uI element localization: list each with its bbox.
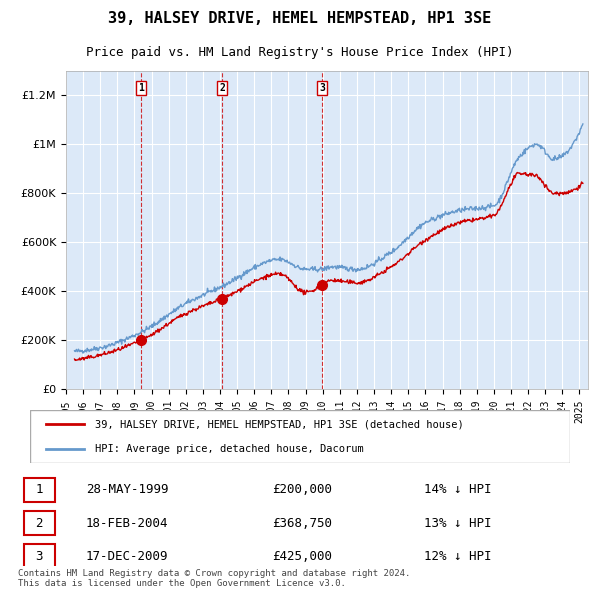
Text: 17-DEC-2009: 17-DEC-2009 (86, 550, 168, 563)
Text: 3: 3 (35, 550, 43, 563)
FancyBboxPatch shape (30, 410, 570, 463)
Text: 39, HALSEY DRIVE, HEMEL HEMPSTEAD, HP1 3SE (detached house): 39, HALSEY DRIVE, HEMEL HEMPSTEAD, HP1 3… (95, 419, 464, 430)
Text: 1: 1 (35, 483, 43, 496)
Text: 2: 2 (35, 517, 43, 530)
Text: HPI: Average price, detached house, Dacorum: HPI: Average price, detached house, Daco… (95, 444, 364, 454)
Text: £425,000: £425,000 (272, 550, 332, 563)
Text: 39, HALSEY DRIVE, HEMEL HEMPSTEAD, HP1 3SE: 39, HALSEY DRIVE, HEMEL HEMPSTEAD, HP1 3… (109, 11, 491, 25)
Text: 14% ↓ HPI: 14% ↓ HPI (424, 483, 491, 496)
Text: Contains HM Land Registry data © Crown copyright and database right 2024.
This d: Contains HM Land Registry data © Crown c… (18, 569, 410, 588)
FancyBboxPatch shape (23, 544, 55, 568)
Text: 18-FEB-2004: 18-FEB-2004 (86, 517, 168, 530)
FancyBboxPatch shape (23, 478, 55, 502)
Text: Price paid vs. HM Land Registry's House Price Index (HPI): Price paid vs. HM Land Registry's House … (86, 46, 514, 59)
Text: 3: 3 (319, 83, 325, 93)
FancyBboxPatch shape (23, 511, 55, 535)
Text: £200,000: £200,000 (272, 483, 332, 496)
Text: 13% ↓ HPI: 13% ↓ HPI (424, 517, 491, 530)
Text: 12% ↓ HPI: 12% ↓ HPI (424, 550, 491, 563)
Text: 1: 1 (139, 83, 144, 93)
Text: £368,750: £368,750 (272, 517, 332, 530)
Text: 2: 2 (220, 83, 225, 93)
Text: 28-MAY-1999: 28-MAY-1999 (86, 483, 168, 496)
